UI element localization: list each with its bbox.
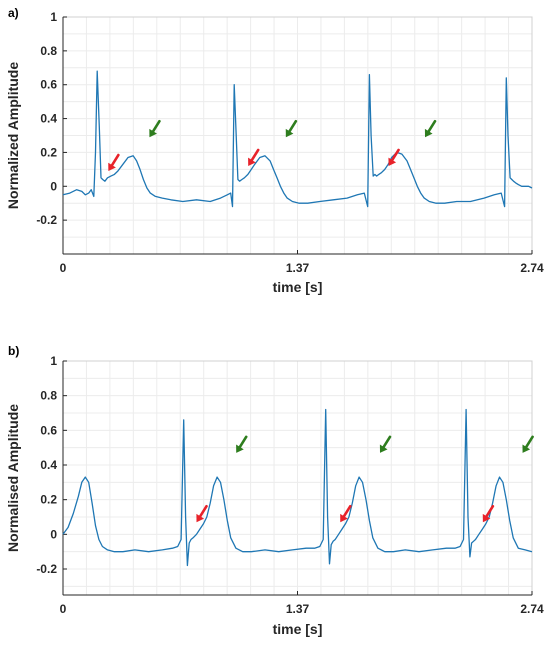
grid xyxy=(62,16,533,255)
arrow-shaft xyxy=(249,148,260,164)
red-arrow xyxy=(388,148,400,166)
arrow-shaft xyxy=(237,435,248,451)
y-tick-label: 1 xyxy=(50,10,57,24)
x-tick-label: 1.37 xyxy=(286,261,310,275)
x-axis-label: time [s] xyxy=(273,279,323,295)
red-arrow xyxy=(482,504,495,523)
arrow-shaft xyxy=(381,435,392,451)
arrow-shaft xyxy=(287,119,298,135)
arrow-shaft xyxy=(523,435,534,451)
y-tick-label: 0.2 xyxy=(40,493,57,507)
y-tick-label: 0 xyxy=(50,527,57,541)
panel-a: -0.2 0 0.2 0.4 0.6 0.8 1 0 1.37 2.74 time [s] Norma… xyxy=(5,6,544,295)
arrow-head xyxy=(424,128,433,138)
y-tick-label: 0.8 xyxy=(40,44,57,58)
arrow-shaft xyxy=(150,119,161,135)
x-tick-label: 0 xyxy=(60,261,67,275)
panel-label: b) xyxy=(8,344,19,358)
y-tick-label: 1 xyxy=(50,354,57,368)
x-axis-label: time [s] xyxy=(273,621,323,637)
green-arrow xyxy=(149,119,161,138)
ecg-trace xyxy=(62,408,533,567)
y-axis-label: Normalized Amplitude xyxy=(5,62,21,209)
arrow-head xyxy=(379,444,388,453)
arrow-head xyxy=(285,128,294,138)
arrow-shaft xyxy=(389,148,400,164)
grid xyxy=(62,360,533,595)
panel-label: a) xyxy=(8,6,19,20)
arrow-head xyxy=(522,444,531,453)
arrow-head xyxy=(108,162,116,172)
arrow-head xyxy=(482,513,491,523)
red-arrow xyxy=(108,153,120,172)
green-arrow xyxy=(424,119,437,138)
arrow-shaft xyxy=(341,504,352,520)
ecg-trace xyxy=(62,70,533,208)
y-tick-label: 0.4 xyxy=(40,458,57,472)
arrow-head xyxy=(149,128,157,138)
arrow-shaft xyxy=(426,119,437,135)
y-tick-label: 0.2 xyxy=(40,145,57,159)
y-axis-label: Normalised Amplitude xyxy=(5,404,21,552)
y-tick-label: 0.6 xyxy=(40,78,57,92)
arrow-head xyxy=(196,513,205,523)
y-tick-label: 0.6 xyxy=(40,423,57,437)
y-tick-label: 0.8 xyxy=(40,389,57,403)
arrow-shaft xyxy=(197,504,208,520)
red-arrow xyxy=(340,504,352,523)
arrow-head xyxy=(248,157,256,166)
x-tick-label: 0 xyxy=(60,602,67,616)
green-arrow xyxy=(236,435,248,453)
arrow-head xyxy=(388,157,397,166)
y-tick-label: -0.2 xyxy=(36,213,57,227)
y-tick-label: -0.2 xyxy=(36,562,57,576)
x-tick-label: 2.74 xyxy=(520,261,544,275)
green-arrow xyxy=(522,435,534,453)
x-tick-label: 1.37 xyxy=(286,602,310,616)
arrow-shaft xyxy=(484,504,495,520)
arrow-head xyxy=(340,513,348,523)
green-arrow xyxy=(285,119,298,138)
green-arrow xyxy=(379,435,392,453)
red-arrow xyxy=(196,504,208,523)
y-tick-label: 0.4 xyxy=(40,112,57,126)
arrow-head xyxy=(236,444,244,453)
x-tick-label: 2.74 xyxy=(520,602,544,616)
arrow-shaft xyxy=(109,153,120,169)
red-arrow xyxy=(248,148,260,166)
panel-b: -0.2 0 0.2 0.4 0.6 0.8 1 0 1.37 2.74 time [s] Norma… xyxy=(5,344,544,637)
y-tick-label: 0 xyxy=(50,179,57,193)
